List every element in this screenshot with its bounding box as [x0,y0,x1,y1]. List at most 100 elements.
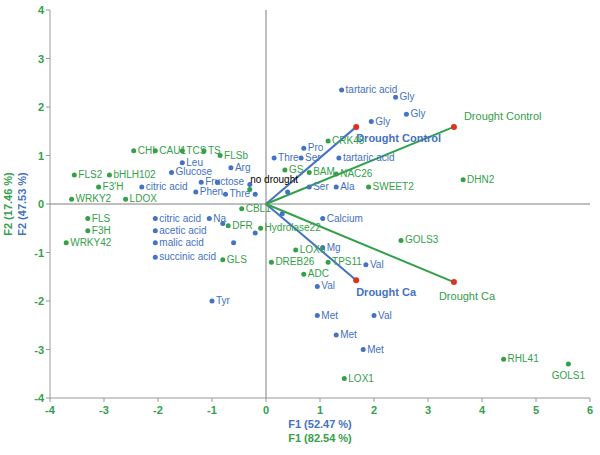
x-tick-label: 1 [317,404,323,416]
x-tick [266,398,267,402]
point-label: FLSb [224,150,248,161]
x-tick [374,398,375,402]
point-label: DFR [232,220,253,231]
vector-line [266,127,454,204]
point-label: acetic acid [159,225,206,236]
point [307,170,312,175]
vector-end [451,279,457,285]
point-label: Thre [278,152,299,163]
y-axis-label: F2 (47.53 %) [16,172,28,236]
point [220,257,225,262]
point [282,168,287,173]
x-tick-label: -3 [99,404,109,416]
y-tick-label: -3 [34,344,44,356]
point-label: CRK45 [332,135,365,146]
annotation: no drought [250,174,298,185]
point [334,185,339,190]
point [239,206,244,211]
point-label: Tyr [216,295,231,306]
x-axis-label: F1 (52.47 %) [288,418,352,430]
point [366,185,371,190]
point-label: LOX1 [348,373,374,384]
vector-label: Drought Control [464,110,542,122]
x-tick-label: -4 [45,404,56,416]
point [139,185,144,190]
point [301,146,306,151]
point-label: Phen [200,186,223,197]
point [231,240,236,245]
point [372,313,377,318]
point [393,95,398,100]
point-label: LOX6 [300,244,326,255]
x-tick-label: 6 [587,404,593,416]
point [207,216,212,221]
point [299,155,304,160]
point [253,231,258,236]
point-label: CHI [138,145,155,156]
y-tick [46,252,50,253]
y-tick-label: -2 [34,295,44,307]
point-label: WRKY42 [70,237,112,248]
point [210,299,215,304]
point [72,172,77,177]
point [272,155,277,160]
chart: -4-3-2-10123456-4-3-2-101234F1 (52.47 %)… [0,0,600,455]
point [131,148,136,153]
point-label: RHL41 [508,353,540,364]
point [280,211,285,216]
point-label: WRKY2 [76,193,112,204]
point [285,189,290,194]
y-tick [46,301,50,302]
point [269,260,274,265]
y-tick [46,107,50,108]
vector-label: Drought Ca [439,290,496,302]
point [301,272,306,277]
x-tick-label: 3 [425,404,431,416]
point-label: Mg [327,242,341,253]
point-label: GOLS1 [552,370,586,381]
point-label: GOLS3 [405,234,439,245]
y-tick-label: 1 [38,150,44,162]
point [153,255,158,260]
point [461,177,466,182]
x-tick [104,398,105,402]
point-label: TS [208,145,221,156]
point-label: Ser [305,152,321,163]
y-tick [46,349,50,350]
point [342,376,347,381]
point-label: Na [213,213,226,224]
point-label: Ala [340,181,355,192]
point-label: BAM [313,166,335,177]
y-tick [46,398,50,399]
point-label: CAU1 [159,145,186,156]
x-tick [590,398,591,402]
point-label: F3H [92,225,111,236]
x-tick-label: 0 [263,404,269,416]
point [404,112,409,117]
point [258,226,263,231]
point [501,357,506,362]
point [320,216,325,221]
point [307,185,312,190]
y-tick-label: 2 [38,101,44,113]
x-tick-label: -2 [153,404,163,416]
point-label: Met [321,310,338,321]
point [293,248,298,253]
point [193,189,198,194]
point [153,240,158,245]
point [107,172,112,177]
y-tick-label: -4 [34,392,45,404]
point [85,216,90,221]
vector-label: Drought Control [356,132,441,144]
point-label: GLS [227,254,247,265]
point-label: Met [340,329,357,340]
point-label: FLS [92,213,111,224]
vector-label: Drought Ca [356,286,417,298]
y-tick [46,10,50,11]
point-label: TPS11 [332,256,362,267]
y-tick-label: -1 [34,247,44,259]
plot-area [64,88,571,382]
x-tick [482,398,483,402]
x-tick-label: -1 [207,404,217,416]
point-label: malic acid [159,237,203,248]
